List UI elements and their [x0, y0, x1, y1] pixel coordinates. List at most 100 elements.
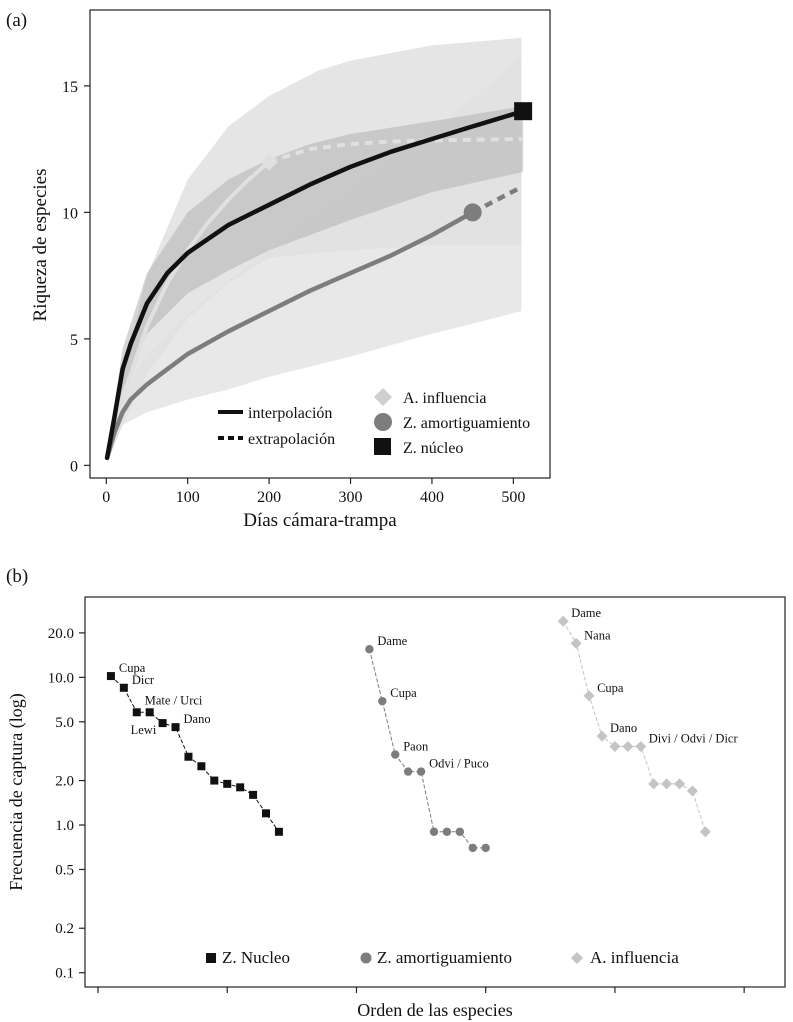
a-x-tick-label: 0: [102, 489, 110, 506]
point-amortiguamiento: [429, 827, 439, 836]
point-label-influencia: Nana: [584, 628, 611, 642]
point-nucleo: [184, 752, 193, 761]
point-nucleo: [210, 776, 219, 785]
legend-amortiguamiento-label: Z. amortiguamiento: [403, 415, 530, 432]
legend-b-nucleo-marker: [206, 953, 216, 963]
point-amortiguamiento: [481, 843, 490, 853]
b-legend: Z. Nucleo Z. amortiguamiento A. influenc…: [206, 948, 679, 967]
point-nucleo: [249, 790, 258, 799]
b-axes: 0.1 0.2 0.5 1.0 2.0 5.0 10.0 20.0: [48, 626, 745, 993]
point-influencia: [635, 741, 647, 753]
b-plot-frame: [84, 596, 786, 988]
point-influencia: [699, 826, 711, 838]
point-label-nucleo: Dano: [184, 712, 211, 726]
point-influencia: [674, 778, 686, 790]
a-x-tick-label: 100: [176, 489, 200, 506]
point-amortiguamiento: [391, 750, 400, 759]
panel-b-label: (b): [6, 566, 28, 587]
point-influencia: [609, 741, 621, 753]
a-y-tick-label: 10: [62, 205, 78, 222]
a-axes: 0 100 200 300 400 500 0 5 10 15: [62, 79, 525, 506]
point-label-amortiguamiento: Cupa: [390, 686, 417, 700]
point-label-influencia: Dano: [610, 721, 637, 735]
a-lines: [104, 108, 526, 461]
a-y-axis-label: Riqueza de especies: [30, 169, 51, 322]
a-x-axis-label: Días cámara-trampa: [243, 510, 397, 531]
point-influencia: [686, 785, 698, 797]
b-y-tick-label: 0.2: [55, 921, 74, 937]
point-nucleo: [171, 723, 180, 732]
point-label-nucleo: Lewi: [131, 723, 157, 737]
panel-b: (b) 0.10.20.51.02.05.010.020.0 CupaDicrM…: [6, 566, 786, 1020]
b-y-tick-label: 0.5: [55, 862, 74, 878]
point-influencia: [661, 778, 673, 790]
point-label-amortiguamiento: Dame: [377, 634, 407, 648]
point-nucleo: [145, 708, 154, 717]
a-plot-frame: [89, 9, 551, 479]
point-influencia: [583, 690, 595, 702]
point-influencia: [596, 730, 608, 742]
rank-line-amortiguamiento: [368, 649, 486, 849]
a-x-tick-label: 400: [420, 489, 444, 506]
point-nucleo: [106, 672, 115, 681]
legend-b-amortiguamiento-marker: [360, 952, 372, 964]
a-markers: [260, 102, 533, 222]
point-influencia: [557, 615, 569, 627]
b-y-tick-label: 5.0: [55, 715, 74, 731]
point-label-influencia: Divi / Odvi / Dicr: [649, 732, 739, 746]
point-label-nucleo: Dicr: [132, 673, 155, 687]
point-label-influencia: Cupa: [597, 681, 624, 695]
point-amortiguamiento: [455, 827, 465, 836]
a-y-tick-label: 5: [70, 332, 78, 349]
interpolation-line-influencia: [105, 159, 272, 460]
point-nucleo: [132, 708, 141, 717]
point-amortiguamiento: [365, 645, 374, 654]
point-label-amortiguamiento: Paon: [403, 740, 429, 754]
legend-b-influencia-marker: [571, 952, 583, 964]
point-nucleo: [236, 783, 245, 792]
b-y-tick-label: 2.0: [55, 774, 74, 790]
rank-line-influencia: [562, 620, 706, 832]
legend-influencia-marker: [374, 388, 392, 406]
legend-b-influencia-label: A. influencia: [590, 948, 679, 967]
point-influencia: [622, 741, 634, 753]
ribbon-nucleo: [107, 106, 524, 463]
legend-nucleo-marker: [374, 438, 391, 455]
panel-a-label: (a): [6, 10, 27, 31]
point-label-influencia: Dame: [571, 606, 601, 620]
point-amortiguamiento: [378, 696, 387, 706]
interpolation-line-nucleo: [104, 108, 526, 461]
interpolation-line-amortiguamiento: [104, 210, 475, 461]
panel-a: (a) 0 100 200 300 400 500 0 5 10 15 Días cámara-t…: [6, 9, 551, 531]
ref-point-amortiguamiento: [463, 203, 482, 222]
point-label-amortiguamiento: Odvi / Puco: [429, 757, 489, 771]
b-y-tick-label: 0.1: [55, 966, 74, 982]
point-label-nucleo: Cupa: [119, 661, 146, 675]
legend-influencia-label: A. influencia: [403, 390, 487, 407]
legend-extrapolation-label: extrapolación: [248, 431, 335, 448]
legend-amortiguamiento-marker: [374, 413, 392, 431]
ref-point-nucleo: [514, 102, 533, 121]
point-nucleo: [119, 683, 128, 692]
a-x-tick-label: 300: [339, 489, 363, 506]
b-y-tick-label: 10.0: [48, 670, 74, 686]
point-influencia: [648, 778, 660, 790]
legend-b-nucleo-label: Z. Nucleo: [222, 948, 290, 967]
extrapolation-line-influencia: [268, 137, 522, 164]
b-x-axis-label: Orden de las especies: [357, 1000, 512, 1020]
a-x-tick-label: 500: [501, 489, 525, 506]
point-influencia: [570, 637, 582, 649]
point-amortiguamiento: [416, 767, 426, 776]
point-amortiguamiento: [403, 767, 413, 776]
point-nucleo: [158, 719, 167, 728]
b-y-tick-label: 1.0: [55, 818, 74, 834]
a-x-tick-label: 200: [257, 489, 281, 506]
point-nucleo: [274, 827, 283, 836]
a-legend: interpolación extrapolación A. influenci…: [218, 388, 530, 457]
point-amortiguamiento: [442, 827, 452, 836]
point-nucleo: [223, 779, 232, 788]
point-nucleo: [197, 762, 206, 771]
point-label-nucleo: Mate / Urci: [145, 693, 203, 707]
